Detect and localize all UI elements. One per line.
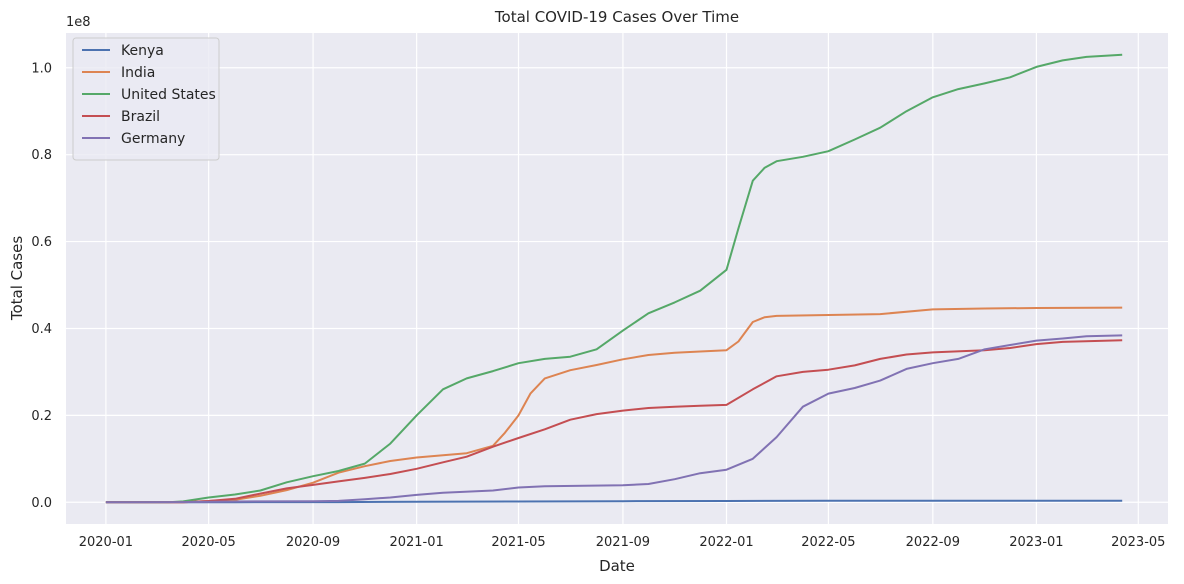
y-tick-label: 1.0 [31, 61, 52, 76]
x-tick-label: 2021-05 [491, 535, 545, 550]
legend-box [72, 37, 220, 161]
series-line-germany [105, 334, 1123, 504]
y-axis-ticks: 0.0 0.2 0.4 0.6 0.8 1.0 [31, 61, 52, 511]
y-tick-label: 0.4 [31, 322, 52, 337]
y-axis-title: Total Cases [8, 236, 26, 322]
x-tick-label: 2023-01 [1009, 535, 1063, 550]
legend-label: Germany [121, 131, 185, 147]
legend: Kenya India United States Brazil Germany [72, 37, 220, 161]
legend-label: United States [121, 87, 216, 103]
plot-background [66, 33, 1168, 524]
series-layer [105, 53, 1123, 504]
legend-label: India [121, 65, 155, 81]
y-tick-label: 0.6 [31, 235, 52, 250]
x-tick-label: 2022-09 [906, 535, 960, 550]
x-axis-ticks: 2020-01 2020-05 2020-09 2021-01 2021-05 2021-… [79, 535, 1166, 550]
y-tick-label: 0.0 [31, 496, 52, 511]
series-line-brazil [105, 339, 1123, 504]
x-tick-label: 2020-01 [79, 535, 133, 550]
series-line-united-states [105, 53, 1123, 504]
chart-title: Total COVID-19 Cases Over Time [494, 8, 739, 26]
x-tick-label: 2023-05 [1111, 535, 1165, 550]
legend-label: Brazil [121, 109, 160, 125]
y-tick-label: 0.2 [31, 409, 52, 424]
x-tick-label: 2020-05 [181, 535, 235, 550]
y-offset-label: 1e8 [66, 15, 91, 30]
x-tick-label: 2022-01 [699, 535, 753, 550]
x-tick-label: 2022-05 [801, 535, 855, 550]
x-tick-label: 2021-09 [596, 535, 650, 550]
x-tick-label: 2021-01 [389, 535, 443, 550]
legend-label: Kenya [121, 43, 164, 59]
x-axis-title: Date [599, 557, 635, 575]
x-tick-label: 2020-09 [286, 535, 340, 550]
y-tick-label: 0.8 [31, 148, 52, 163]
series-line-india [105, 306, 1123, 504]
